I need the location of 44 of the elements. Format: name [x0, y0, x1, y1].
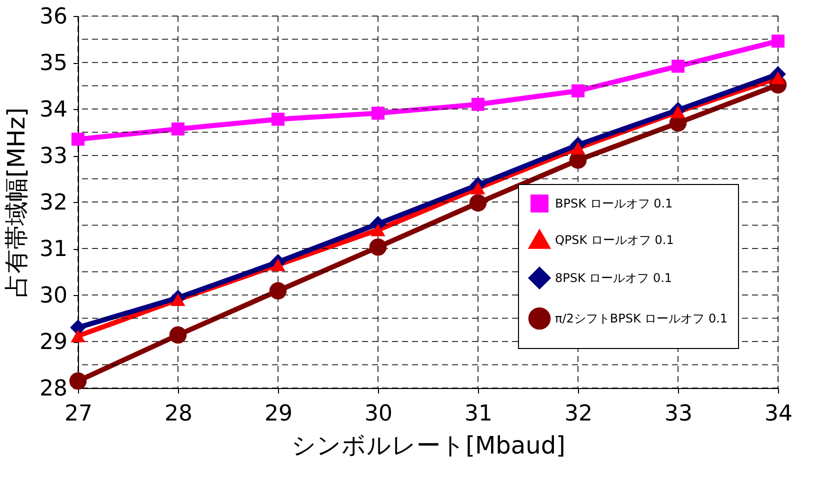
- x-tick-label: 28: [164, 402, 192, 426]
- legend-label: QPSK ロールオフ 0.1: [555, 233, 674, 247]
- point: [70, 330, 86, 342]
- y-tick-label: 34: [40, 98, 68, 122]
- point: [269, 282, 287, 300]
- y-tick-label: 30: [40, 284, 68, 308]
- point: [271, 112, 285, 126]
- y-tick-label: 35: [40, 51, 68, 76]
- y-tick-label: 33: [40, 144, 68, 169]
- x-tick-label: 30: [364, 402, 392, 426]
- point: [670, 105, 686, 118]
- x-axis-title: シンボルレート[Mbaud]: [292, 432, 566, 460]
- x-tick-label: 33: [664, 402, 692, 426]
- y-tick-label: 36: [40, 4, 68, 30]
- y-tick-label: 29: [40, 330, 68, 355]
- x-tick-label: 32: [564, 402, 592, 426]
- point: [470, 182, 486, 194]
- point: [671, 60, 685, 73]
- legend-label: BPSK ロールオフ 0.1: [555, 196, 673, 210]
- point: [471, 98, 485, 111]
- point: [570, 142, 586, 154]
- point: [770, 72, 786, 84]
- point: [169, 326, 187, 344]
- point: [371, 106, 385, 120]
- y-axis-title: 占有帯域幅[MHz]: [2, 107, 31, 298]
- point: [171, 122, 185, 136]
- point: [69, 372, 87, 390]
- point: [71, 132, 85, 146]
- point: [270, 258, 286, 272]
- x-tick-label: 34: [764, 402, 792, 426]
- point: [370, 224, 386, 236]
- x-tick-label: 31: [464, 402, 492, 426]
- legend-label: 8PSK ロールオフ 0.1: [555, 271, 672, 285]
- point: [571, 84, 585, 98]
- x-tick-label: 27: [64, 402, 92, 426]
- y-tick-label: 31: [40, 237, 68, 262]
- point: [170, 293, 186, 306]
- legend-label: π/2シフトBPSK ロールオフ 0.1: [555, 312, 728, 326]
- y-tick-label: 32: [40, 190, 68, 216]
- point: [469, 194, 487, 212]
- x-tick-label: 29: [264, 402, 292, 426]
- point: [369, 238, 387, 256]
- point: [771, 34, 785, 48]
- y-tick-label: 28: [40, 376, 68, 402]
